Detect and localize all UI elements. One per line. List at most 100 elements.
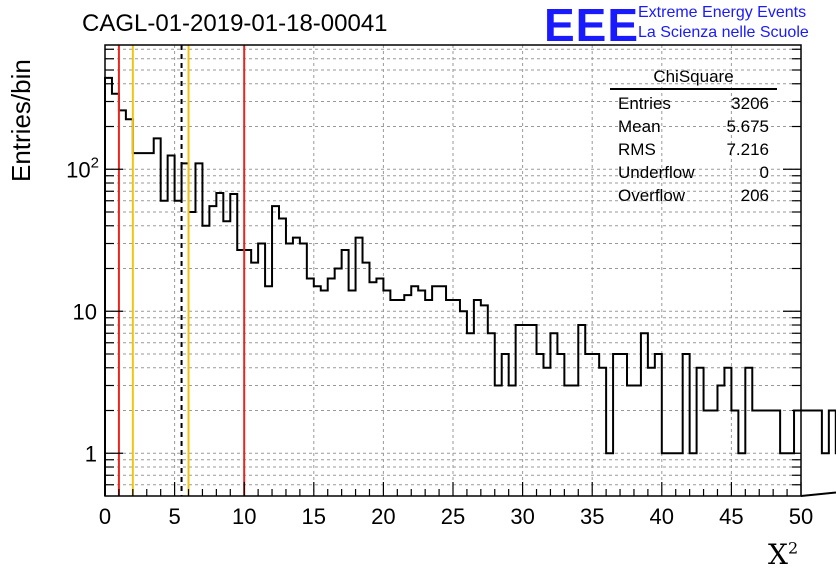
histogram-bin xyxy=(209,206,216,496)
histogram-bin xyxy=(202,226,209,496)
histogram-bin xyxy=(627,386,634,496)
histogram-bin xyxy=(460,311,467,496)
stats-label: Mean xyxy=(618,117,661,136)
histogram-bin xyxy=(251,263,258,496)
stats-row-underflow: Underflow 0 xyxy=(610,161,777,184)
histogram-bin xyxy=(808,411,815,496)
y-tick-label: 10 xyxy=(73,299,97,324)
y-tick-label: 1 xyxy=(85,441,97,466)
axis-tick-labels: 0 5 10 15 20 25 30 35 40 45 50 1 10 102 xyxy=(66,154,813,529)
x-tick-label: 25 xyxy=(441,504,465,529)
histogram-bin xyxy=(543,368,550,496)
x-axis-label-superscript: 2 xyxy=(787,538,799,558)
histogram-bin xyxy=(815,411,822,496)
histogram-bin xyxy=(509,386,516,496)
stats-value: 206 xyxy=(740,186,769,205)
histogram-bin xyxy=(550,333,557,496)
stats-title: ChiSquare xyxy=(610,67,777,90)
stats-row-mean: Mean 5.675 xyxy=(610,115,777,138)
histogram-bin xyxy=(293,238,300,496)
histogram-marks xyxy=(104,76,836,497)
histogram-bin xyxy=(335,269,342,496)
histogram-bin xyxy=(112,94,119,496)
stats-row-overflow: Overflow 206 xyxy=(610,184,777,207)
histogram-bin xyxy=(230,194,237,496)
eee-logo: EEE xyxy=(544,0,640,51)
histogram-bin xyxy=(585,354,592,496)
histogram-bin xyxy=(363,263,370,496)
stats-value: 3206 xyxy=(731,94,769,113)
histogram-bin xyxy=(105,78,112,496)
histogram-bin xyxy=(119,110,126,496)
histogram-bin xyxy=(369,282,376,496)
x-tick-label: 50 xyxy=(789,504,813,529)
histogram-bin xyxy=(272,206,279,496)
histogram-bin xyxy=(571,386,578,496)
histogram-outline xyxy=(104,76,836,497)
histogram-bin xyxy=(286,244,293,496)
histogram-bin xyxy=(745,368,752,496)
logo-line-2: La Scienza nelle Scuole xyxy=(638,24,809,41)
histogram-bin xyxy=(467,333,474,496)
x-tick-label: 20 xyxy=(371,504,395,529)
histogram-bin xyxy=(321,291,328,496)
histogram-bin xyxy=(495,386,502,496)
x-tick-label: 30 xyxy=(510,504,534,529)
histogram-bin xyxy=(822,453,829,496)
x-tick-label: 10 xyxy=(232,504,256,529)
x-axis-label: X2 xyxy=(768,538,798,571)
logo-line-1: Extreme Energy Events xyxy=(638,4,807,21)
histogram-bin xyxy=(383,291,390,496)
histogram-bin xyxy=(697,368,704,496)
histogram-bin xyxy=(195,163,202,496)
x-tick-label: 15 xyxy=(302,504,326,529)
histogram-bin xyxy=(223,221,230,496)
stats-label: RMS xyxy=(618,140,656,159)
histogram-bin xyxy=(168,155,175,496)
stats-value: 5.675 xyxy=(726,117,769,136)
histogram-bin xyxy=(641,333,648,496)
x-tick-label: 35 xyxy=(580,504,604,529)
stats-label: Entries xyxy=(618,94,671,113)
histogram-bin xyxy=(154,138,161,496)
histogram-bin xyxy=(182,163,189,496)
histogram-bin xyxy=(488,333,495,496)
x-axis-label-symbol: X xyxy=(768,538,788,571)
stats-value: 7.216 xyxy=(726,140,769,159)
histogram-bin xyxy=(620,354,627,496)
axis-ticks xyxy=(104,48,802,496)
histogram-bin xyxy=(717,386,724,496)
histogram-bin xyxy=(655,354,662,496)
plot-title: CAGL-01-2019-01-18-00041 xyxy=(82,10,388,37)
grid-lines xyxy=(105,45,801,496)
histogram-bin xyxy=(724,368,731,496)
histogram-bin xyxy=(557,354,564,496)
histogram-bin xyxy=(801,411,808,496)
y-axis-label: Entries/bin xyxy=(6,59,36,182)
histogram-bin xyxy=(592,354,599,496)
histogram-bin xyxy=(418,291,425,496)
histogram-bin xyxy=(279,219,286,496)
reference-lines xyxy=(117,45,246,496)
histogram-bin xyxy=(683,354,690,496)
histogram-bin xyxy=(599,368,606,496)
x-tick-label: 45 xyxy=(719,504,743,529)
histogram-bin xyxy=(244,250,251,496)
stats-label: Underflow xyxy=(618,163,695,182)
histogram-bin xyxy=(648,368,655,496)
histogram-bin xyxy=(613,354,620,496)
x-tick-label: 40 xyxy=(650,504,674,529)
histogram-bin xyxy=(342,250,349,496)
stats-row-entries: Entries 3206 xyxy=(610,92,777,115)
stats-label: Overflow xyxy=(618,186,686,205)
histogram-bin xyxy=(537,354,544,496)
stats-row-rms: RMS 7.216 xyxy=(610,138,777,161)
stats-box: ChiSquare Entries 3206 Mean 5.675 RMS 7.216… xyxy=(610,67,777,207)
histogram-bin xyxy=(829,411,836,496)
histogram-bin xyxy=(161,201,168,496)
histogram-bin xyxy=(216,193,223,496)
x-tick-label: 0 xyxy=(99,504,111,529)
stats-value: 0 xyxy=(759,163,769,182)
histogram-bin xyxy=(175,201,182,496)
